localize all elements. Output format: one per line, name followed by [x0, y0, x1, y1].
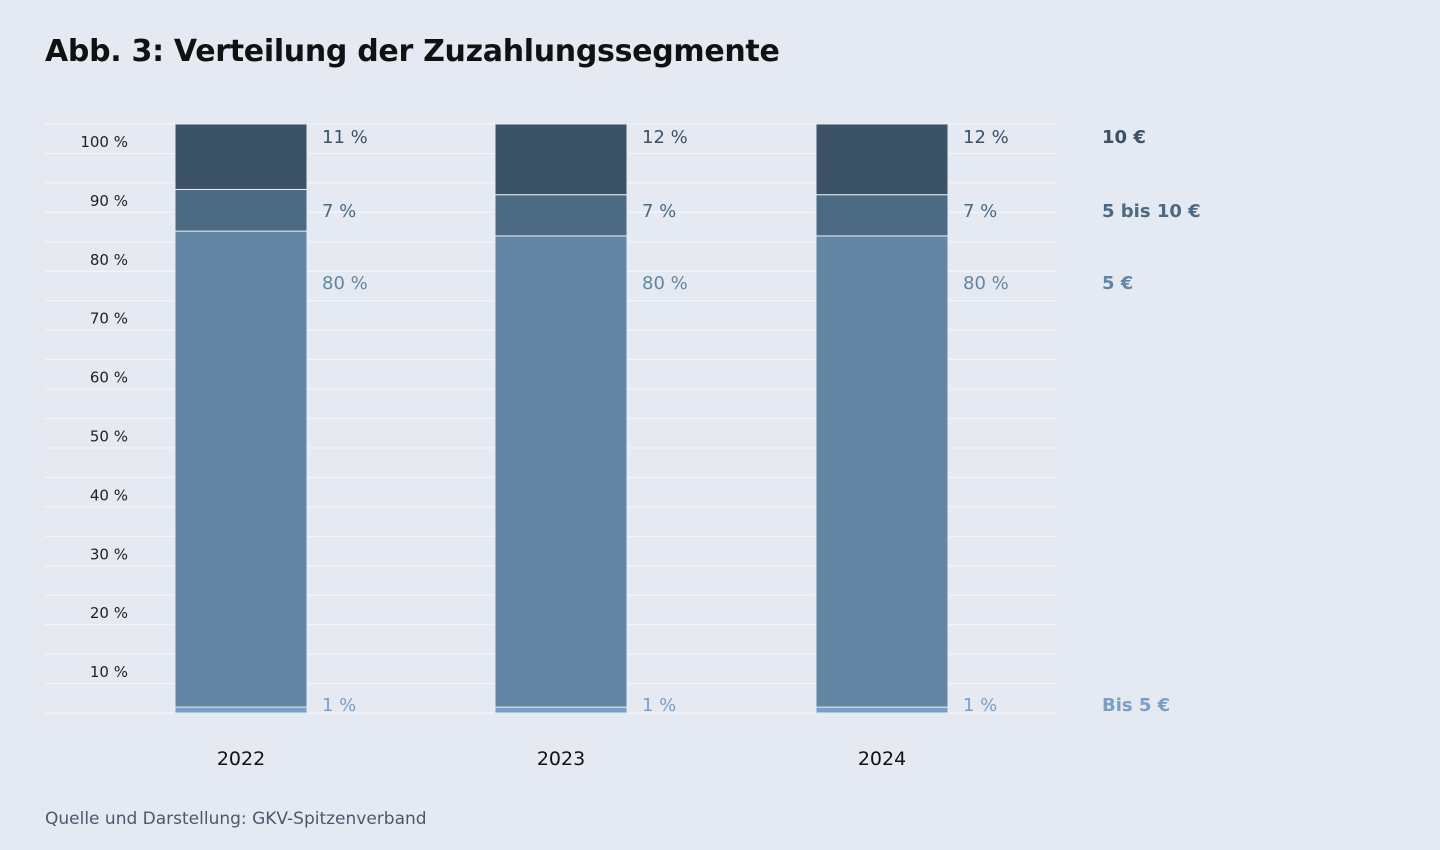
- x-tick-label: 2024: [858, 748, 906, 770]
- y-tick-label: 50 %: [90, 428, 128, 446]
- y-tick-label: 90 %: [90, 192, 128, 210]
- data-label: 80 %: [642, 273, 688, 294]
- bar-segment: [815, 194, 949, 237]
- legend-label: Bis 5 €: [1102, 695, 1170, 716]
- data-label: 1 %: [963, 695, 997, 716]
- bar-segment: [815, 235, 949, 708]
- y-tick-label: 10 %: [90, 663, 128, 681]
- bar-segment: [494, 235, 628, 708]
- bar-segment: [174, 230, 308, 708]
- y-tick-label: 30 %: [90, 545, 128, 563]
- x-tick-label: 2022: [217, 748, 265, 770]
- data-label: 1 %: [322, 695, 356, 716]
- source-note: Quelle und Darstellung: GKV-Spitzenverba…: [45, 809, 427, 829]
- y-tick-label: 60 %: [90, 369, 128, 387]
- y-tick-label: 40 %: [90, 486, 128, 504]
- data-label: 80 %: [963, 273, 1009, 294]
- legend-label: 5 €: [1102, 273, 1133, 294]
- bar-segment: [174, 706, 308, 714]
- data-label: 12 %: [642, 127, 688, 148]
- bar-segment: [815, 123, 949, 196]
- x-tick-label: 2023: [537, 748, 585, 770]
- data-label: 7 %: [322, 201, 356, 222]
- data-label: 7 %: [963, 201, 997, 222]
- data-label: 7 %: [642, 201, 676, 222]
- legend-label: 5 bis 10 €: [1102, 201, 1201, 222]
- y-tick-label: 100 %: [80, 133, 128, 151]
- y-tick-label: 70 %: [90, 310, 128, 328]
- bar-segment: [815, 706, 949, 714]
- data-label: 80 %: [322, 273, 368, 294]
- legend-label: 10 €: [1102, 127, 1146, 148]
- y-tick-label: 80 %: [90, 251, 128, 269]
- data-label: 11 %: [322, 127, 368, 148]
- bar-segment: [174, 123, 308, 190]
- data-label: 12 %: [963, 127, 1009, 148]
- data-label: 1 %: [642, 695, 676, 716]
- bar-segment: [494, 123, 628, 196]
- y-tick-label: 20 %: [90, 604, 128, 622]
- chart-title: Abb. 3: Verteilung der Zuzahlungssegment…: [45, 34, 780, 69]
- bar-segment: [174, 188, 308, 232]
- bar-segment: [494, 194, 628, 237]
- bar-segment: [494, 706, 628, 714]
